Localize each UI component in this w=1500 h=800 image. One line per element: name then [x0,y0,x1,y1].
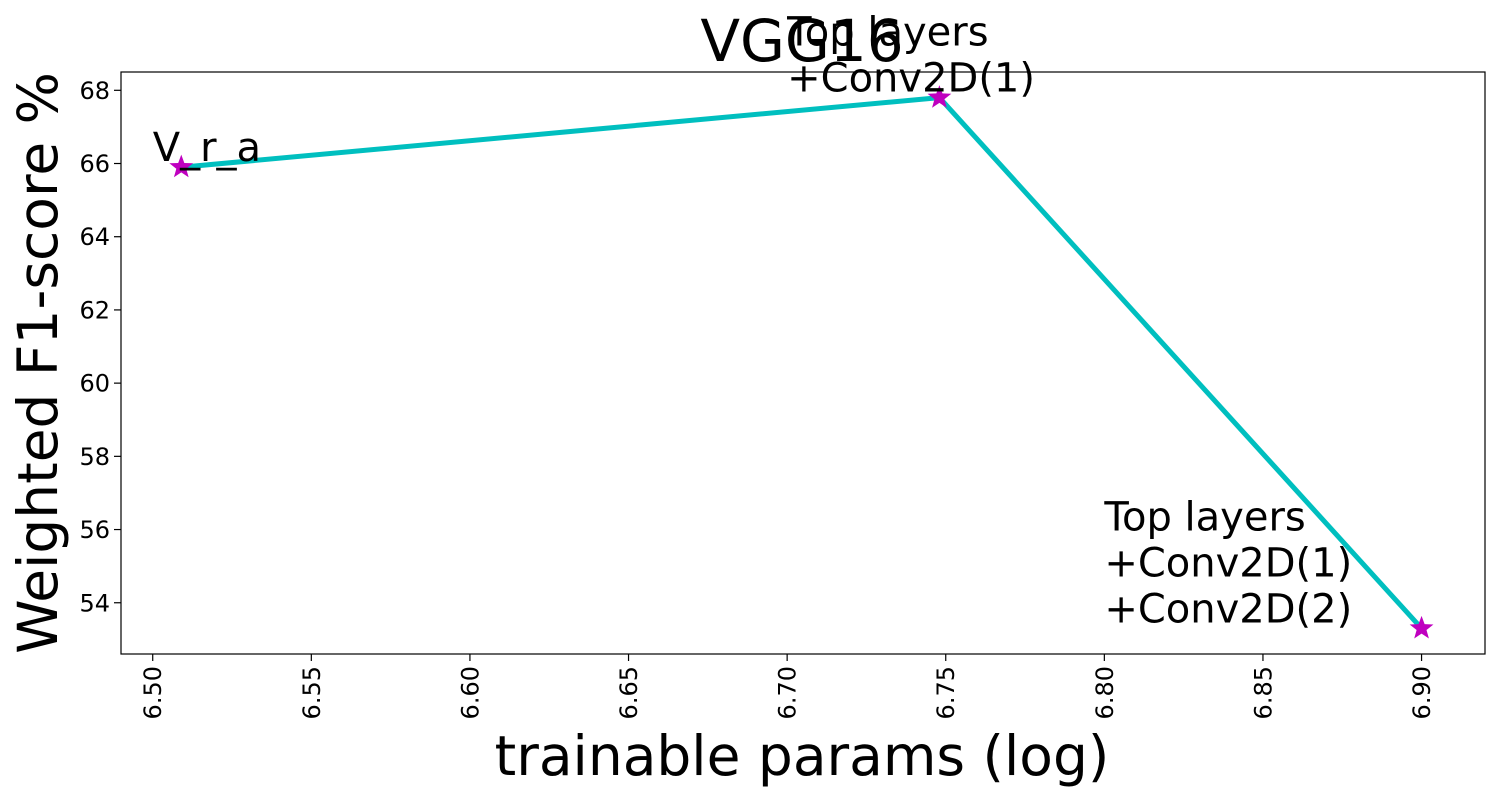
annotation-label: Top layers [1103,494,1305,540]
data-point-star [169,154,194,178]
annotation-label: Top layers [786,10,988,56]
plot-frame [120,71,1486,655]
x-tick-label: 6.75 [932,666,960,719]
annotation-label: +Conv2D(2) [1104,586,1352,632]
y-tick-label: 62 [79,296,110,324]
y-tick-label: 66 [79,150,110,178]
series-layer [169,85,1434,639]
x-tick-label: 6.80 [1091,666,1119,719]
x-axis: 6.50 6.55 6.60 6.65 6.70 6.75 6.80 6.85 6.90 [139,654,1436,719]
y-axis: 54 56 58 60 62 64 66 68 [79,77,121,617]
y-tick-label: 54 [79,589,110,617]
x-tick-label: 6.60 [456,666,484,719]
annotation-label: +Conv2D(1) [787,56,1035,102]
data-point-star [1409,615,1434,639]
y-tick-label: 64 [79,223,110,251]
x-tick-label: 6.85 [1249,666,1277,719]
x-tick-label: 6.50 [139,666,167,719]
annotation-label: V_r_a [153,125,261,171]
y-tick-label: 58 [79,443,110,471]
y-tick-label: 60 [79,370,110,398]
x-tick-label: 6.65 [615,666,643,719]
annotation-label: +Conv2D(1) [1104,540,1352,586]
x-tick-label: 6.90 [1408,666,1436,719]
y-tick-label: 68 [79,77,110,105]
x-tick-label: 6.55 [298,666,326,719]
x-axis-title: trainable params (log) [495,724,1110,788]
y-tick-label: 56 [79,516,110,544]
plot-area [120,71,1486,655]
data-point-star [927,85,952,108]
x-tick-label: 6.70 [774,666,802,719]
y-axis-title: Weighted F1-score % [6,72,70,654]
chart-title: VGG16 [700,7,903,75]
